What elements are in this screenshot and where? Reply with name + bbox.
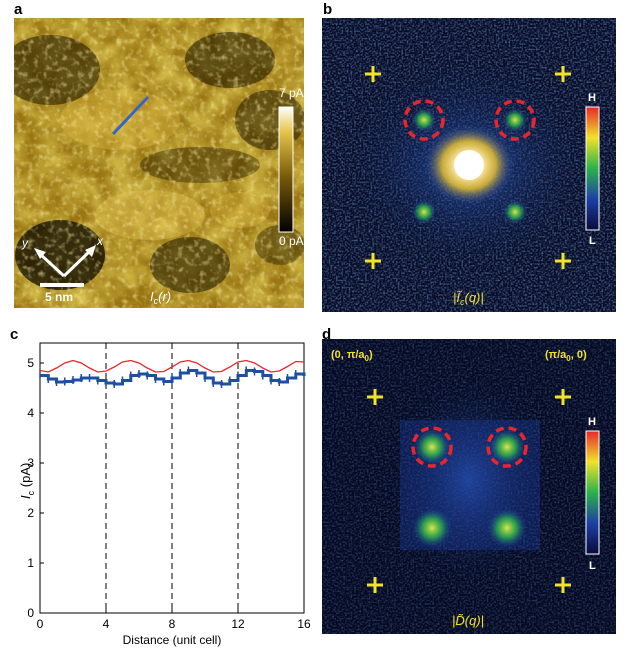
line-cut-marker xyxy=(111,95,150,136)
colorbar-a xyxy=(278,106,294,233)
panel-label-c: c xyxy=(10,326,19,343)
y-tick-label-0: 0 xyxy=(27,606,34,620)
lattice-axes-arrows xyxy=(34,245,96,278)
panel-a-map-label: Ic(r) xyxy=(150,289,171,306)
axis-x-label: x xyxy=(96,234,104,248)
colorbar-a-max: 7 pA xyxy=(279,86,304,100)
series-fit-line xyxy=(39,359,305,373)
panel-d-circles xyxy=(411,426,528,468)
colorbar-a-min: 0 pA xyxy=(279,234,304,248)
panel-b-map-label: |Ĩc(q)| xyxy=(453,290,484,307)
y-tick-label-3: 3 xyxy=(27,456,34,470)
colorbar-b-high: H xyxy=(588,92,596,104)
axis-y-label: y xyxy=(21,236,29,250)
colorbar-b xyxy=(585,106,600,231)
panel-a-map xyxy=(14,18,304,308)
y-tick-label-5: 5 xyxy=(27,356,34,370)
scale-bar-label: 5 nm xyxy=(45,290,73,304)
y-tick-label-4: 4 xyxy=(27,406,34,420)
y-tick-label-1: 1 xyxy=(27,556,34,570)
colorbar-b-low: L xyxy=(589,235,596,247)
panel-label-a: a xyxy=(14,1,23,18)
panel-d-map xyxy=(322,339,616,634)
panel-b-bragg-crosses xyxy=(365,66,571,269)
y-tick-label-2: 2 xyxy=(27,506,34,520)
x-tick-label-4: 16 xyxy=(297,617,311,631)
panel-label-b: b xyxy=(323,1,333,18)
chart-ylabel: Ic (pA) xyxy=(18,462,36,499)
x-tick-label-3: 12 xyxy=(231,617,245,631)
colorbar-d-high: H xyxy=(588,416,596,428)
chart-xlabel: Distance (unit cell) xyxy=(123,633,222,647)
colorbar-d xyxy=(585,430,600,555)
panel-d-bragg-crosses xyxy=(367,389,571,593)
colorbar-d-low: L xyxy=(589,560,596,572)
x-tick-label-1: 4 xyxy=(103,617,110,631)
panel-d-map-label: |D̃(q)| xyxy=(452,613,484,628)
corner-label-right: (π/a0, 0) xyxy=(545,349,587,363)
corner-label-left: (0, π/a0) xyxy=(331,349,373,363)
panel-b-circles xyxy=(403,99,536,141)
x-tick-label-2: 8 xyxy=(169,617,176,631)
panel-b-fft xyxy=(322,18,616,312)
x-tick-label-0: 0 xyxy=(37,617,44,631)
panel-label-d: d xyxy=(322,326,332,343)
